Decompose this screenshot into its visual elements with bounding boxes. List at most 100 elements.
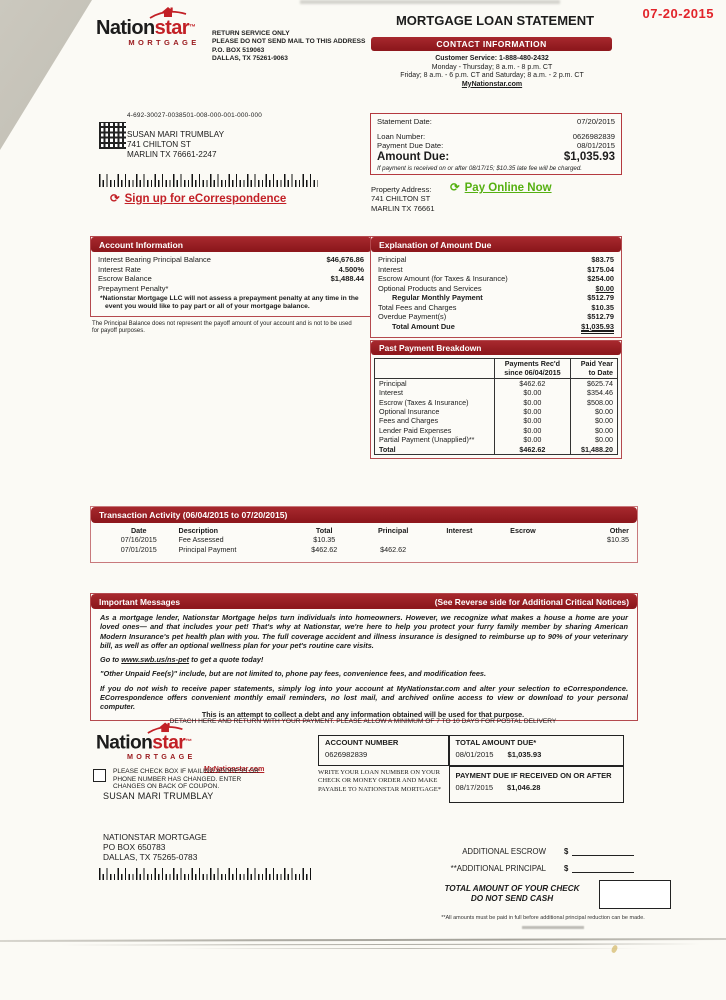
coupon-website-link[interactable]: MyNationstar.com <box>204 766 265 773</box>
address-change-instructions: PLEASE CHECK BOX IF MAILING ADDRESS OR P… <box>113 768 259 791</box>
check-total-line1: TOTAL AMOUNT OF YOUR CHECK <box>444 884 580 893</box>
transaction-activity-box: Transaction Activity (06/04/2015 to 07/2… <box>90 506 638 564</box>
qr-code <box>99 122 126 149</box>
explanation-row-value: $254.00 <box>587 274 614 283</box>
loan-number-label: Loan Number: <box>377 131 426 141</box>
property-address-block: Property Address: 741 CHILTON ST MARLIN … <box>371 185 435 213</box>
pp-empty-header <box>374 358 495 379</box>
tx-cell-interest <box>428 545 492 554</box>
total-due-label: TOTAL AMOUNT DUE* <box>455 738 537 747</box>
account-row-label: Interest Rate <box>98 264 141 274</box>
due-date-label: Payment Due Date: <box>377 141 444 151</box>
account-number-value: 0626982839 <box>325 750 368 759</box>
return-service-line: RETURN SERVICE ONLY <box>212 30 290 37</box>
tx-cell-escrow <box>491 545 555 554</box>
total-amount-due-box: TOTAL AMOUNT DUE* 08/01/2015 $1,035.93 <box>448 735 624 766</box>
account-information-box: Account Information Interest Bearing Pri… <box>90 236 372 317</box>
explanation-row-value: $512.79 <box>587 312 614 321</box>
scan-speck-artifact <box>610 944 619 954</box>
pp-col2-header: Paid Year to Date <box>569 358 618 379</box>
logo-star: star <box>154 17 190 39</box>
account-information-header: Account Information <box>91 237 371 252</box>
logo-mortgage-label: MORTGAGE <box>127 752 196 761</box>
recipient-city: MARLIN TX 76661-2247 <box>127 149 217 159</box>
account-row-label: Escrow Balance <box>98 274 152 284</box>
payer-name: SUSAN MARI TRUMBLAY <box>103 791 214 801</box>
return-service-line: P.O. BOX 519063 <box>212 46 265 54</box>
account-row-value: $1,488.44 <box>330 274 364 284</box>
explanation-row-label: Principal <box>378 255 407 264</box>
scan-smudge-artifact <box>300 0 560 4</box>
tx-col-header: Total <box>315 526 333 535</box>
past-payment-breakdown-box: Past Payment Breakdown Payments Rec'd sin… <box>370 340 622 460</box>
logo-mortgage-label: MORTGAGE <box>128 38 200 47</box>
trademark-mark: ™ <box>185 738 192 746</box>
ecorrespondence-link-label: Sign up for eCorrespondence <box>124 193 287 205</box>
explanation-header: Explanation of Amount Due <box>371 237 621 252</box>
additional-principal-write-line[interactable] <box>572 864 635 873</box>
contact-information-banner: CONTACT INFORMATION <box>371 37 612 51</box>
tx-cell-date: 07/16/2015 <box>120 535 157 545</box>
principal-reduction-footnote: **All amounts must be paid in full befor… <box>441 915 645 921</box>
pay-online-label: Pay Online Now <box>464 182 552 194</box>
dollar-sign: $ <box>564 864 569 873</box>
pp-col1-header: Payments Rec'd since 06/04/2015 <box>494 358 571 379</box>
late-payment-amount: $1,046.28 <box>507 783 541 792</box>
recipient-street: 741 CHILTON ST <box>127 139 191 149</box>
explanation-row-label: Total Fees and Charges <box>378 302 457 312</box>
table-row: Optional Insurance $0.00 $0.00 <box>375 407 618 417</box>
pet-quote-link[interactable]: www.swb.us/ns-pet <box>121 655 190 665</box>
tx-cell-desc: Principal Payment <box>178 544 237 554</box>
additional-principal-row: **ADDITIONAL PRINCIPAL $ <box>396 864 635 873</box>
check-amount-entry-box[interactable] <box>599 880 671 909</box>
regular-monthly-payment-label: Regular Monthly Payment <box>392 293 483 302</box>
remittance-address: NATIONSTAR MORTGAGE PO BOX 650783 DALLAS… <box>103 832 207 863</box>
return-service-line: DALLAS, TX 75261-9063 <box>212 54 288 62</box>
logo-nation: Nation <box>96 732 153 754</box>
past-payment-table: Payments Rec'd since 06/04/2015 Paid Year… <box>374 358 618 456</box>
tx-col-header: Date <box>130 526 147 535</box>
circular-arrow-icon: ⟳ <box>450 182 460 194</box>
page-title: MORTGAGE LOAN STATEMENT <box>395 13 595 28</box>
account-number-box: ACCOUNT NUMBER 0626982839 <box>318 735 449 766</box>
account-row-value: $46,676.86 <box>326 255 364 264</box>
table-row: Lender Paid Expenses $0.00 $0.00 <box>375 425 618 436</box>
message-paragraph: Go to www.swb.us/ns-pet to get a quote t… <box>100 655 628 664</box>
table-row: Escrow (Taxes & Insurance) $0.00 $508.00 <box>375 397 618 408</box>
regular-monthly-payment-value: $512.79 <box>587 293 614 302</box>
remit-line: NATIONSTAR MORTGAGE <box>103 832 207 842</box>
explanation-of-amount-due-box: Explanation of Amount Due Principal $83.7… <box>370 236 622 338</box>
ecorrespondence-signup-link[interactable]: ⟳ Sign up for eCorrespondence <box>110 191 286 205</box>
additional-escrow-write-line[interactable] <box>572 847 635 856</box>
scan-line-artifact <box>0 938 726 942</box>
additional-escrow-row: ADDITIONAL ESCROW $ <box>396 847 635 856</box>
account-row-value: 4.500% <box>338 264 364 274</box>
house-swoosh-icon <box>148 6 188 26</box>
pay-online-now-link[interactable]: ⟳ Pay Online Now <box>450 180 552 194</box>
debt-collection-notice: This is an attempt to collect a debt and… <box>201 710 525 719</box>
property-address-label: Property Address: <box>371 185 432 194</box>
tx-cell-principal: $462.62 <box>380 544 407 554</box>
contact-details: Customer Service: 1-888-480-2432 Monday … <box>342 55 642 89</box>
account-row-label: Interest Bearing Principal Balance <box>98 255 211 264</box>
late-payment-box: PAYMENT DUE IF RECEIVED ON OR AFTER 08/1… <box>448 766 624 803</box>
tx-cell-other: $10.35 <box>606 535 629 545</box>
recipient-name: SUSAN MARI TRUMBLAY <box>127 130 225 139</box>
amount-due-value: $1,035.93 <box>563 150 615 163</box>
address-change-checkbox[interactable] <box>93 769 106 782</box>
scan-line-artifact <box>59 943 701 946</box>
account-row-label: Prepayment Penalty* <box>98 283 169 293</box>
remit-postal-barcode <box>99 868 311 880</box>
message-paragraph: If you do not wish to receive paper stat… <box>100 683 628 712</box>
dollar-sign: $ <box>564 847 569 856</box>
scan-line-artifact <box>180 948 640 949</box>
logo-nation: Nation <box>96 17 155 39</box>
return-service-block: RETURN SERVICE ONLY PLEASE DO NOT SEND M… <box>212 30 365 63</box>
property-city: MARLIN TX 76661 <box>371 203 435 213</box>
tx-col-header: Other <box>609 526 629 535</box>
tx-cell-interest <box>428 535 492 544</box>
late-payment-date: 08/17/2015 <box>455 783 494 792</box>
trademark-mark: ™ <box>188 24 196 31</box>
principal-balance-disclaimer: The Principal Balance does not represent… <box>92 321 352 334</box>
website-link[interactable]: MyNationstar.com <box>461 80 523 88</box>
